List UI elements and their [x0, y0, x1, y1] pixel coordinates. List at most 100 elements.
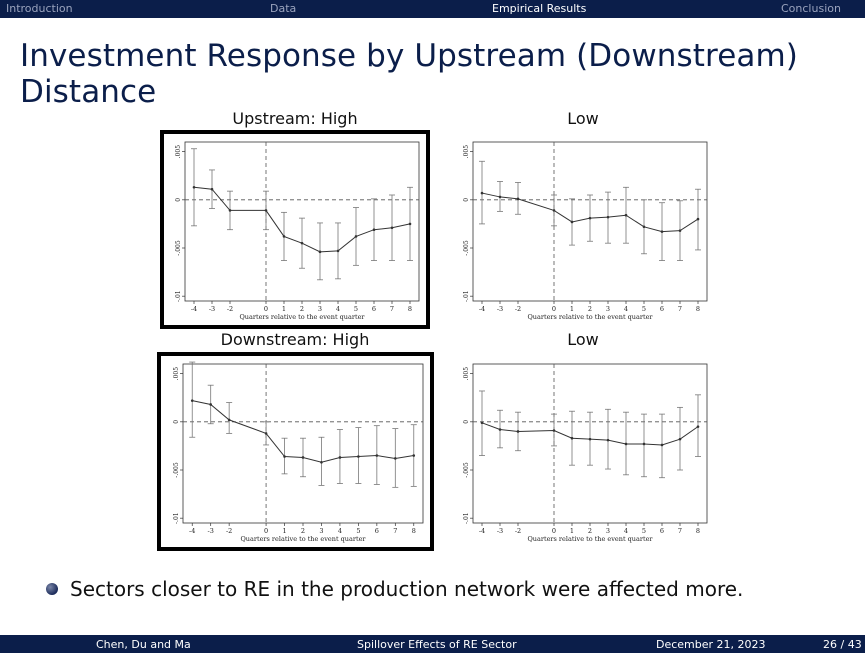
panel-title-downstream-low: Low	[567, 330, 599, 349]
chart-upstream-low: .005 0 -.005 -.01 -4 -3 -2 0 1 2 3 4 5 6 7 8 Quarters re…	[455, 137, 711, 323]
x-tick-label: 0	[264, 305, 268, 313]
x-tick-label: 6	[660, 305, 664, 313]
coefficient-point	[624, 213, 628, 217]
coefficient-point	[498, 428, 502, 431]
y-tick-label: 0	[463, 198, 470, 202]
coefficient-point	[372, 228, 376, 231]
x-axis-label: Quarters relative to the event quarter	[527, 535, 653, 543]
coefficient-line	[481, 192, 699, 233]
coefficient-point	[227, 418, 231, 422]
coefficient-point	[300, 241, 304, 245]
coefficient-point	[192, 185, 196, 189]
nav-conclusion[interactable]: Conclusion	[781, 2, 841, 15]
coefficient-point	[480, 191, 484, 195]
bullet-icon	[46, 583, 58, 595]
footer-date: December 21, 2023	[656, 638, 766, 651]
x-tick-label: 4	[338, 527, 342, 535]
chart-downstream-low: .005 0 -.005 -.01 -4 -3 -2 0 1 2 3 4 5 6 7 8 Quarters re…	[455, 359, 711, 545]
chart-downstream-high: .005 0 -.005 -.01 -4 -3 -2 0 1 2 3 4 5 6 7 8 Quarters re…	[165, 359, 427, 545]
x-tick-label: 6	[372, 305, 376, 313]
x-tick-label: -2	[515, 527, 521, 535]
y-tick-label: 0	[173, 420, 180, 424]
x-tick-label: -4	[191, 305, 197, 313]
coefficient-point	[480, 421, 484, 425]
coefficient-point	[282, 235, 286, 238]
x-tick-label: -4	[189, 527, 195, 535]
coefficient-point	[264, 432, 268, 435]
x-tick-label: 1	[570, 305, 574, 313]
coefficient-point	[412, 454, 416, 457]
x-tick-label: 6	[375, 527, 379, 535]
x-tick-label: 5	[642, 527, 646, 535]
coefficient-point	[678, 437, 682, 441]
y-tick-label: -.01	[463, 512, 470, 524]
coefficient-point	[209, 403, 212, 406]
coefficient-point	[552, 429, 556, 432]
coefficient-point	[570, 436, 574, 440]
coefficient-point	[228, 209, 232, 212]
x-tick-label: -4	[479, 527, 485, 535]
coefficient-point	[336, 249, 340, 253]
coefficient-point	[338, 456, 342, 459]
coefficient-point	[624, 442, 628, 446]
x-tick-label: 2	[588, 305, 592, 313]
panel-title-upstream-low: Low	[567, 109, 599, 128]
x-tick-label: 4	[336, 305, 340, 313]
x-tick-label: 3	[606, 305, 610, 313]
x-tick-label: 8	[696, 305, 700, 313]
x-tick-label: 1	[282, 305, 286, 313]
x-tick-label: -2	[226, 527, 232, 535]
panel-title-upstream-high: Upstream: High	[232, 109, 358, 128]
y-tick-label: 0	[175, 198, 182, 202]
x-tick-label: 0	[552, 527, 556, 535]
chart-upstream-high: .005 0 -.005 -.01 -4 -3 -2 0 1 2 3 4 5 6 7 8 Quarters re…	[167, 137, 423, 323]
bullet-text: Sectors closer to RE in the production n…	[70, 577, 744, 601]
x-tick-label: 7	[390, 305, 394, 313]
x-tick-label: 5	[356, 527, 360, 535]
coefficient-point	[516, 197, 520, 201]
y-tick-label: .005	[463, 145, 470, 159]
x-tick-label: 3	[319, 527, 323, 535]
coefficient-point	[190, 399, 194, 402]
y-tick-label: -.005	[463, 240, 470, 256]
coefficient-point	[283, 455, 286, 458]
x-tick-label: 4	[624, 527, 628, 535]
x-tick-label: -3	[497, 527, 503, 535]
y-tick-label: -.01	[175, 290, 182, 302]
nav-introduction[interactable]: Introduction	[6, 2, 73, 15]
x-axis-label: Quarters relative to the event quarter	[240, 535, 366, 543]
coefficient-point	[588, 437, 592, 441]
coefficient-point	[318, 250, 322, 254]
coefficient-point	[320, 460, 323, 464]
coefficient-point	[570, 220, 574, 224]
coefficient-line	[193, 186, 411, 253]
panel-title-downstream-high: Downstream: High	[220, 330, 370, 349]
x-tick-label: -2	[515, 305, 521, 313]
coefficient-point	[498, 195, 502, 199]
x-tick-label: 2	[301, 527, 305, 535]
y-tick-label: -.005	[463, 462, 470, 478]
footer-authors: Chen, Du and Ma	[96, 638, 191, 651]
nav-data[interactable]: Data	[270, 2, 297, 15]
x-axis-label: Quarters relative to the event quarter	[239, 313, 365, 321]
coefficient-line	[192, 400, 414, 463]
x-tick-label: 0	[264, 527, 268, 535]
coefficient-point	[390, 226, 394, 230]
x-tick-label: 1	[282, 527, 286, 535]
x-tick-label: 7	[678, 305, 682, 313]
footer-bar: Chen, Du and Ma Spillover Effects of RE …	[0, 635, 865, 653]
coefficient-point	[375, 454, 379, 457]
coefficient-point	[696, 425, 700, 428]
coefficient-point	[264, 209, 268, 212]
y-tick-label: -.005	[175, 240, 182, 256]
x-tick-label: 3	[606, 527, 610, 535]
coefficient-point	[516, 430, 520, 433]
highlight-frame-upstream	[160, 130, 430, 329]
x-tick-label: -3	[209, 305, 215, 313]
coefficient-point	[357, 455, 360, 458]
nav-empirical-results[interactable]: Empirical Results	[492, 2, 587, 15]
coefficient-point	[210, 187, 214, 191]
footer-page-number[interactable]: 26 / 43	[823, 638, 862, 651]
x-tick-label: 2	[588, 527, 592, 535]
x-tick-label: -4	[479, 305, 485, 313]
